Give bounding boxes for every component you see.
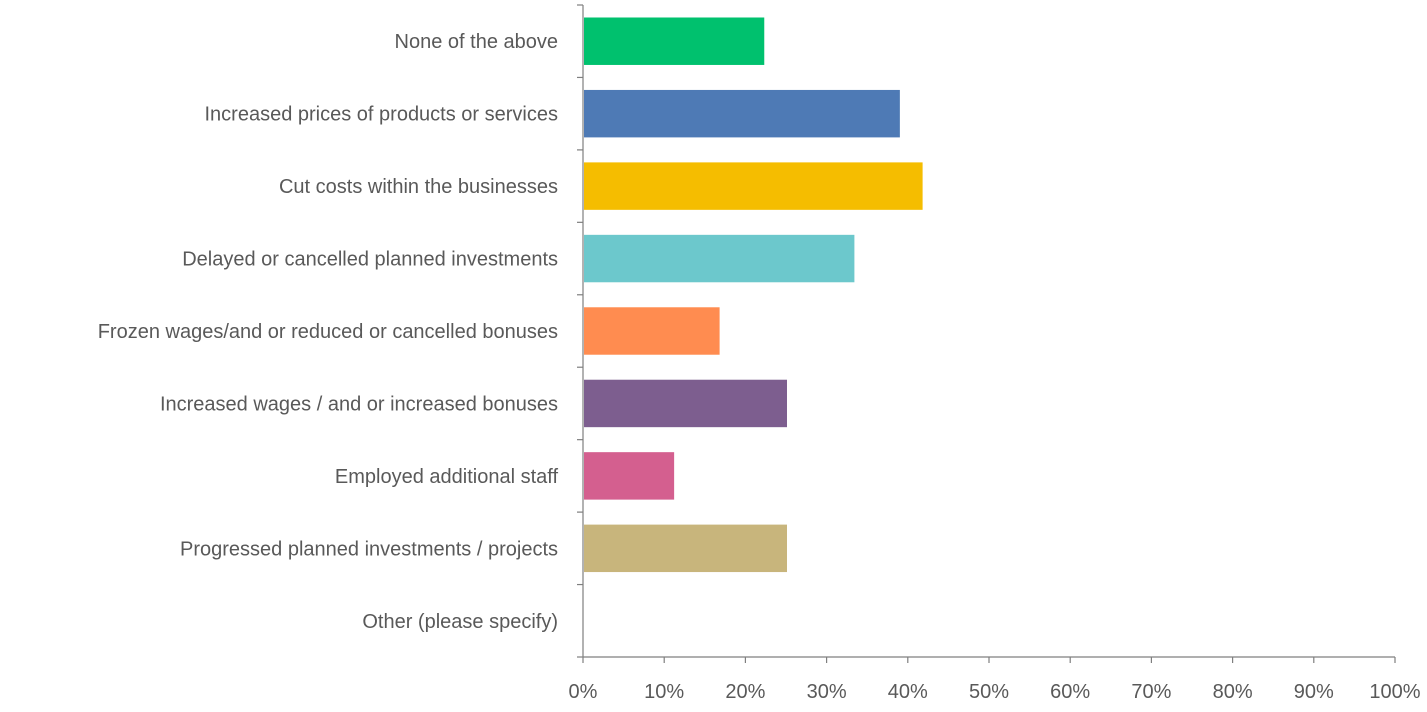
x-tick-label: 70% — [1131, 681, 1171, 703]
x-tick-label: 30% — [807, 681, 847, 703]
category-label: Other (please specify) — [362, 611, 558, 633]
x-tick-label: 50% — [969, 681, 1009, 703]
x-tick-label: 90% — [1294, 681, 1334, 703]
category-label: Delayed or cancelled planned investments — [182, 249, 558, 271]
bar — [584, 524, 787, 573]
bar — [584, 452, 675, 500]
category-label: Increased wages / and or increased bonus… — [160, 393, 558, 415]
bar — [584, 307, 720, 355]
category-label: Frozen wages/and or reduced or cancelled… — [98, 321, 558, 343]
x-tick-label: 60% — [1050, 681, 1090, 703]
bar — [584, 17, 765, 65]
category-label: Progressed planned investments / project… — [180, 538, 558, 560]
x-tick-label: 20% — [725, 681, 765, 703]
category-label: Cut costs within the businesses — [279, 176, 558, 198]
x-tick-label: 40% — [888, 681, 928, 703]
bar — [584, 379, 787, 428]
bar — [584, 234, 855, 283]
bar — [584, 89, 900, 138]
x-tick-label: 10% — [644, 681, 684, 703]
category-label: Employed additional staff — [335, 466, 559, 488]
x-tick-label: 100% — [1369, 681, 1420, 703]
x-tick-label: 80% — [1213, 681, 1253, 703]
bar — [584, 162, 923, 210]
x-tick-label: 0% — [569, 681, 598, 703]
category-label: None of the above — [395, 31, 558, 53]
category-label: Increased prices of products or services — [205, 104, 559, 126]
